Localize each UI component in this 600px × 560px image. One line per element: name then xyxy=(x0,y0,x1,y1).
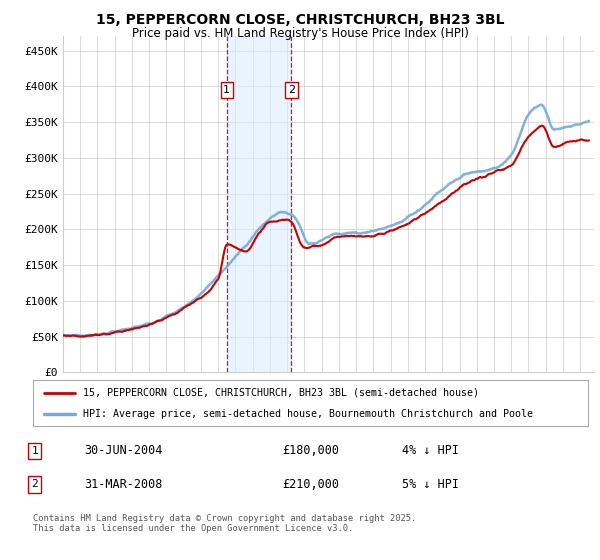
Bar xyxy=(227,36,292,372)
Text: Price paid vs. HM Land Registry's House Price Index (HPI): Price paid vs. HM Land Registry's House … xyxy=(131,27,469,40)
Text: Contains HM Land Registry data © Crown copyright and database right 2025.
This d: Contains HM Land Registry data © Crown c… xyxy=(33,514,416,534)
Text: £210,000: £210,000 xyxy=(282,478,339,491)
Text: 15, PEPPERCORN CLOSE, CHRISTCHURCH, BH23 3BL (semi-detached house): 15, PEPPERCORN CLOSE, CHRISTCHURCH, BH23… xyxy=(83,388,479,398)
Text: 2: 2 xyxy=(288,85,295,95)
Text: 31-MAR-2008: 31-MAR-2008 xyxy=(84,478,163,491)
Text: 4% ↓ HPI: 4% ↓ HPI xyxy=(402,444,459,458)
Text: 1: 1 xyxy=(223,85,230,95)
Text: 5% ↓ HPI: 5% ↓ HPI xyxy=(402,478,459,491)
Text: £180,000: £180,000 xyxy=(282,444,339,458)
Text: 15, PEPPERCORN CLOSE, CHRISTCHURCH, BH23 3BL: 15, PEPPERCORN CLOSE, CHRISTCHURCH, BH23… xyxy=(96,13,504,27)
Text: 2: 2 xyxy=(31,479,38,489)
Text: 30-JUN-2004: 30-JUN-2004 xyxy=(84,444,163,458)
Text: HPI: Average price, semi-detached house, Bournemouth Christchurch and Poole: HPI: Average price, semi-detached house,… xyxy=(83,409,533,419)
Text: 1: 1 xyxy=(31,446,38,456)
